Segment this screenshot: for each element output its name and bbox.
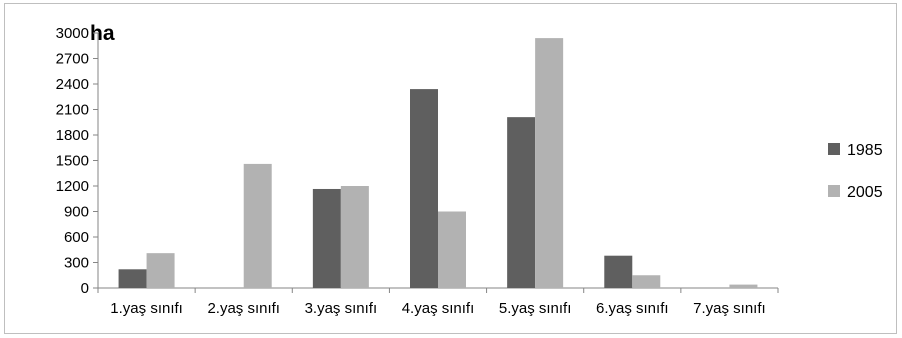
y-tick-label: 2100 <box>56 102 89 119</box>
legend-label-2005: 2005 <box>847 184 883 201</box>
legend-swatch-2005 <box>828 185 840 197</box>
legend-label-1985: 1985 <box>847 142 883 159</box>
y-tick-label: 2700 <box>56 51 89 68</box>
y-tick-label: 1800 <box>56 127 89 144</box>
bars <box>118 38 758 289</box>
y-tick-label: 600 <box>64 229 89 246</box>
y-unit-label: ha <box>90 22 115 45</box>
y-tick-label: 1500 <box>56 153 89 170</box>
bar-1985-1 <box>118 269 147 288</box>
x-tick-label: 5.yaş sınıfı <box>499 300 572 317</box>
x-tick-label: 1.yaş sınıfı <box>110 300 183 317</box>
axes: 0 300 600 900 1200 1500 1800 2100 2400 2700 3000 1.… <box>56 25 779 317</box>
x-tick-label: 3.yaş sınıfı <box>305 300 378 317</box>
bar-2005-6 <box>632 275 661 288</box>
x-tick-label: 4.yaş sınıfı <box>402 300 475 317</box>
bar-2005-2 <box>243 163 272 288</box>
bar-1985-6 <box>604 255 633 288</box>
x-tick-label: 7.yaş sınıfı <box>693 300 766 317</box>
bar-2005-3 <box>340 186 369 288</box>
legend-swatch-1985 <box>828 143 840 155</box>
bar-2005-7 <box>729 284 758 288</box>
bar-2005-5 <box>535 38 564 288</box>
x-tick-label: 2.yaş sınıfı <box>207 300 280 317</box>
y-tick-label: 900 <box>64 204 89 221</box>
y-tick-label: 3000 <box>56 25 89 42</box>
bar-1985-4 <box>410 89 438 288</box>
y-tick-label: 1200 <box>56 178 89 195</box>
y-tick-label: 300 <box>64 255 89 272</box>
y-tick-label: 0 <box>81 280 89 297</box>
legend: 1985 2005 <box>828 142 883 201</box>
bar-2005-1 <box>146 253 175 288</box>
x-tick-label: 6.yaş sınıfı <box>596 300 669 317</box>
y-tick-label: 2400 <box>56 76 89 93</box>
bar-1985-3 <box>312 188 341 288</box>
bar-2005-4 <box>438 211 466 288</box>
bar-1985-5 <box>507 117 536 289</box>
